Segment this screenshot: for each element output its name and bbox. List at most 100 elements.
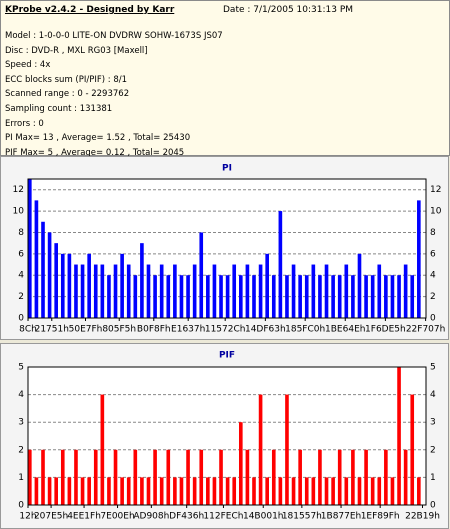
y-tick-label: 8 <box>18 228 24 238</box>
bar <box>107 275 111 318</box>
bar <box>133 275 138 318</box>
bar <box>410 275 415 318</box>
scan-date: Date : 7/1/2005 10:31:13 PM <box>223 5 354 15</box>
bar <box>140 477 144 505</box>
bar <box>351 275 355 318</box>
bar <box>146 477 151 505</box>
y2-tick-label: 12 <box>430 185 441 195</box>
bar <box>199 232 204 318</box>
y2-tick-label: 2 <box>430 292 436 302</box>
bar <box>186 449 190 505</box>
bar <box>225 477 230 505</box>
x-tick-label: 1BE64Eh <box>325 325 365 335</box>
bar <box>47 477 52 505</box>
y-tick-label: 3 <box>18 418 24 428</box>
bar <box>67 253 72 318</box>
bar <box>159 477 164 505</box>
bar <box>146 264 151 318</box>
bar <box>133 449 138 505</box>
x-tick-label: B0F8Fh <box>137 325 171 335</box>
bar <box>173 477 177 505</box>
bar <box>41 449 45 505</box>
bar <box>225 275 230 318</box>
bar <box>390 477 395 505</box>
bar <box>271 449 276 505</box>
bar <box>153 275 157 318</box>
bar <box>166 449 171 505</box>
bar <box>219 275 223 318</box>
bar <box>179 477 184 505</box>
y2-tick-label: 4 <box>430 271 436 281</box>
bar <box>140 243 144 318</box>
bar <box>245 264 250 318</box>
bar <box>410 394 415 505</box>
bar <box>291 264 296 318</box>
bar <box>278 477 283 505</box>
bar <box>232 477 237 505</box>
x-tick-label: 1F6DE5h <box>365 325 406 335</box>
bar <box>403 264 408 318</box>
bar <box>403 449 408 505</box>
y-tick-label: 0 <box>18 314 24 324</box>
bar <box>238 422 243 505</box>
y-tick-label: 0 <box>18 501 24 511</box>
bar <box>212 477 217 505</box>
x-tick-label: 22F707h <box>406 325 446 335</box>
bar <box>390 275 395 318</box>
y2-tick-label: 4 <box>430 390 436 400</box>
x-tick-label: 1B877Eh <box>321 512 361 522</box>
bar <box>377 477 382 505</box>
bar <box>238 275 243 318</box>
x-tick-label: DF436h <box>169 512 204 522</box>
bar <box>199 449 204 505</box>
info-line: PI Max= 13 , Average= 1.52 , Total= 2543… <box>5 133 191 144</box>
bar <box>206 275 210 318</box>
bar <box>67 477 72 505</box>
y2-tick-label: 5 <box>430 363 436 373</box>
bar <box>304 477 309 505</box>
x-tick-label: 21751h <box>35 325 69 335</box>
x-tick-label: 7E00Eh <box>100 512 134 522</box>
bar <box>186 275 190 318</box>
y-tick-label: 2 <box>18 292 24 302</box>
x-tick-label: 112FECh <box>203 512 243 522</box>
bar <box>74 264 78 318</box>
bar <box>60 253 65 318</box>
bar <box>219 449 223 505</box>
y-tick-label: 2 <box>18 445 24 455</box>
bar <box>337 275 342 318</box>
bar <box>28 449 32 505</box>
bar <box>304 275 309 318</box>
bar <box>74 449 78 505</box>
x-tick-label: AD908h <box>133 512 169 522</box>
info-panel: KProbe v2.4.2 - Designed by Karr Date : … <box>0 0 450 158</box>
x-tick-label: 8Ch <box>19 325 37 335</box>
y2-tick-label: 2 <box>430 445 436 455</box>
bar <box>331 275 335 318</box>
x-tick-label: 805F5h <box>102 325 136 335</box>
bar <box>100 264 105 318</box>
bar <box>87 253 91 318</box>
bar <box>318 275 322 318</box>
bar <box>192 477 197 505</box>
bar <box>265 477 269 505</box>
bar <box>337 449 342 505</box>
bar <box>173 264 177 318</box>
x-tick-label: 181557h <box>282 512 322 522</box>
y2-tick-label: 6 <box>430 249 436 259</box>
info-line: Model : 1-0-0-0 LITE-ON DVDRW SOHW-1673S… <box>5 31 223 41</box>
bar <box>107 477 111 505</box>
bar <box>113 449 118 505</box>
y2-tick-label: 0 <box>430 314 436 324</box>
bar <box>87 477 91 505</box>
x-tick-label: 4EE1Fh <box>67 512 101 522</box>
bar <box>93 449 98 505</box>
bar <box>298 275 302 318</box>
bar <box>384 275 388 318</box>
bar <box>179 275 184 318</box>
bar <box>370 275 375 318</box>
x-tick-label: 14DF63h <box>245 325 286 335</box>
bar <box>159 264 164 318</box>
bar <box>41 221 45 318</box>
